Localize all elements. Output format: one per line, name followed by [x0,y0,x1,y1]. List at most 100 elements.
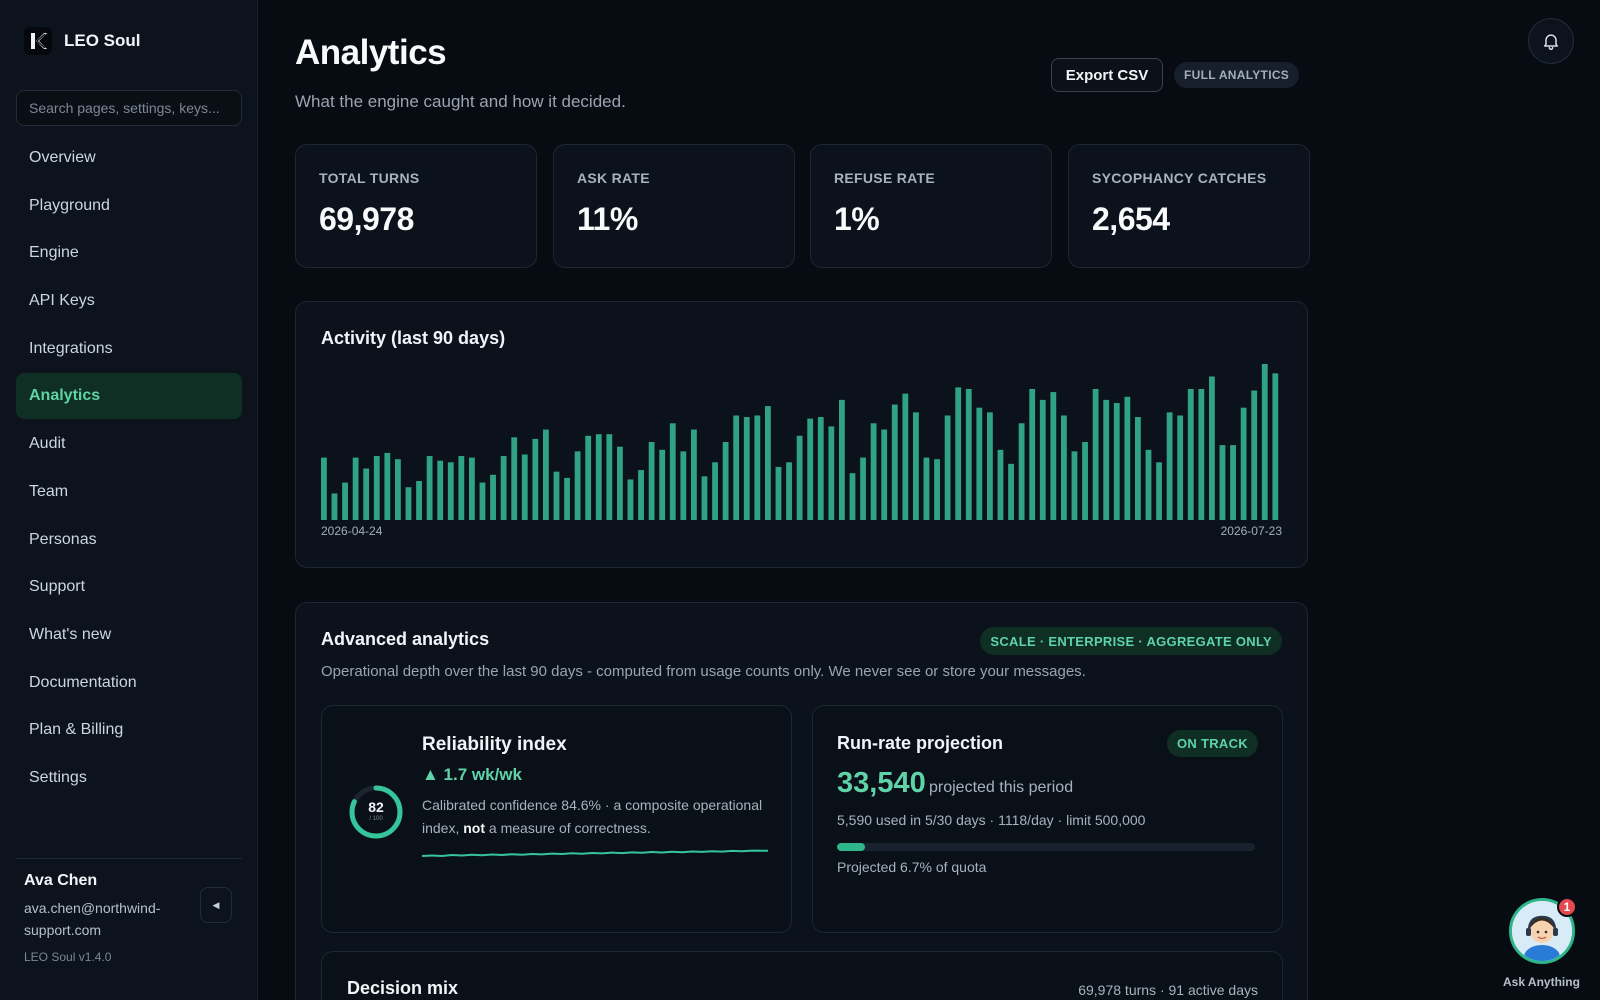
stat-label: TOTAL TURNS [319,170,420,186]
activity-bar [479,482,486,520]
stat-label: SYCOPHANCY CATCHES [1092,170,1267,186]
section-description: Operational depth over the last 90 days … [321,663,1086,680]
nav-item-integrations[interactable]: Integrations [29,339,113,357]
activity-bar [395,459,401,520]
stat-card-refuse-rate: REFUSE RATE 1% [810,144,1052,268]
activity-bar [490,474,496,520]
activity-bar [712,462,718,520]
nav-item-settings[interactable]: Settings [29,768,87,786]
export-csv-button[interactable]: Export CSV [1051,58,1163,92]
activity-bar [638,470,644,520]
activity-bar [923,457,930,520]
chevron-left-icon: ◀ [212,899,220,910]
activity-bar [934,459,940,520]
projection-value: 33,540 [837,767,926,799]
activity-bar [1071,451,1078,520]
nav-item-api-keys[interactable]: API Keys [29,292,95,310]
sidebar-divider [16,858,242,859]
stat-value: 69,978 [319,201,414,237]
nav-item-documentation[interactable]: Documentation [29,673,137,691]
ask-anything-button[interactable] [1509,898,1575,964]
reliability-delta: ▲ 1.7 wk/wk [422,765,522,784]
notifications-button[interactable] [1528,18,1574,64]
user-name: Ava Chen [24,872,98,889]
activity-bar [511,437,518,520]
activity-bar [1050,392,1057,520]
activity-bar [469,457,475,520]
reliability-gauge [349,785,403,839]
activity-bar [733,415,740,520]
search-input[interactable] [16,90,242,126]
ask-anything-label: Ask Anything [1503,975,1580,989]
logo-icon [24,27,52,55]
activity-bar [1124,396,1131,520]
nav-item-whats-new[interactable]: What's new [29,625,112,643]
activity-bar-chart [321,364,1279,520]
activity-bar [754,415,761,520]
activity-bar [1230,445,1236,520]
activity-bar [881,429,888,520]
activity-bar [1135,417,1141,520]
activity-bar [1029,388,1036,520]
stat-card-ask-rate: ASK RATE 11% [553,144,795,268]
activity-bar [902,393,909,520]
activity-bar [807,418,814,520]
activity-bar [1082,442,1088,520]
activity-bar [849,473,856,520]
nav-item-overview[interactable]: Overview [29,149,96,166]
reliability-card: 82 / 100 Reliability index ▲ 1.7 wk/wk C… [321,705,792,933]
chart-end-date: 2026-07-23 [1220,524,1282,538]
nav-item-playground[interactable]: Playground [29,196,110,214]
page-title: Analytics [295,33,447,72]
activity-bar [447,462,454,520]
stat-card-sycophancy-catches: SYCOPHANCY CATCHES 2,654 [1068,144,1310,268]
activity-bar [891,404,898,520]
activity-bar [828,426,835,520]
quota-progress-fill [837,843,865,851]
activity-chart-card: Activity (last 90 days) 2026-04-24 2026-… [295,301,1308,568]
nav-item-analytics[interactable]: Analytics [16,373,242,420]
advanced-analytics-card: Advanced analytics SCALE · ENTERPRISE · … [295,602,1308,1000]
activity-bar [331,493,338,520]
decision-mix-meta: 69,978 turns · 91 active days [1078,982,1258,998]
activity-bar [1261,364,1268,520]
nav-item-team[interactable]: Team [29,482,69,500]
quota-progress-bar [837,843,1255,851]
activity-bar [648,442,655,520]
activity-bar [321,457,327,520]
activity-bar [595,434,602,520]
nav-item-personas[interactable]: Personas [29,530,97,548]
activity-bar [1187,388,1194,520]
activity-bar [976,407,983,520]
activity-bar [1113,403,1120,520]
activity-bar [564,477,570,520]
activity-bar [965,388,972,520]
activity-bar [1240,407,1247,520]
chart-title: Activity (last 90 days) [321,328,506,348]
collapse-sidebar-button[interactable]: ◀ [200,887,232,923]
run-rate-title: Run-rate projection [837,733,1004,753]
stat-card-total-turns: TOTAL TURNS 69,978 [295,144,537,268]
activity-bar [521,454,528,520]
nav-item-engine[interactable]: Engine [29,244,79,262]
nav-item-plan-billing[interactable]: Plan & Billing [29,721,124,739]
activity-bar [860,457,866,520]
nav-item-audit[interactable]: Audit [29,435,66,453]
activity-bar [1018,423,1025,520]
brand[interactable]: LEO Soul [24,27,141,55]
activity-bar [1092,388,1099,520]
section-title: Advanced analytics [321,629,490,649]
activity-bar [1177,415,1184,520]
nav-menu: Overview Playground Engine API Keys Inte… [16,135,242,803]
activity-bar [1251,390,1258,520]
notification-count-badge: 1 [1557,897,1577,917]
activity-bar [796,435,803,520]
activity-bar [1272,373,1279,520]
activity-bar [1039,399,1046,520]
activity-bar [680,451,687,520]
activity-bar [574,451,581,520]
nav-item-support[interactable]: Support [29,578,86,596]
activity-bar [437,460,444,520]
activity-bar [817,417,824,520]
stat-value: 11% [577,201,638,237]
